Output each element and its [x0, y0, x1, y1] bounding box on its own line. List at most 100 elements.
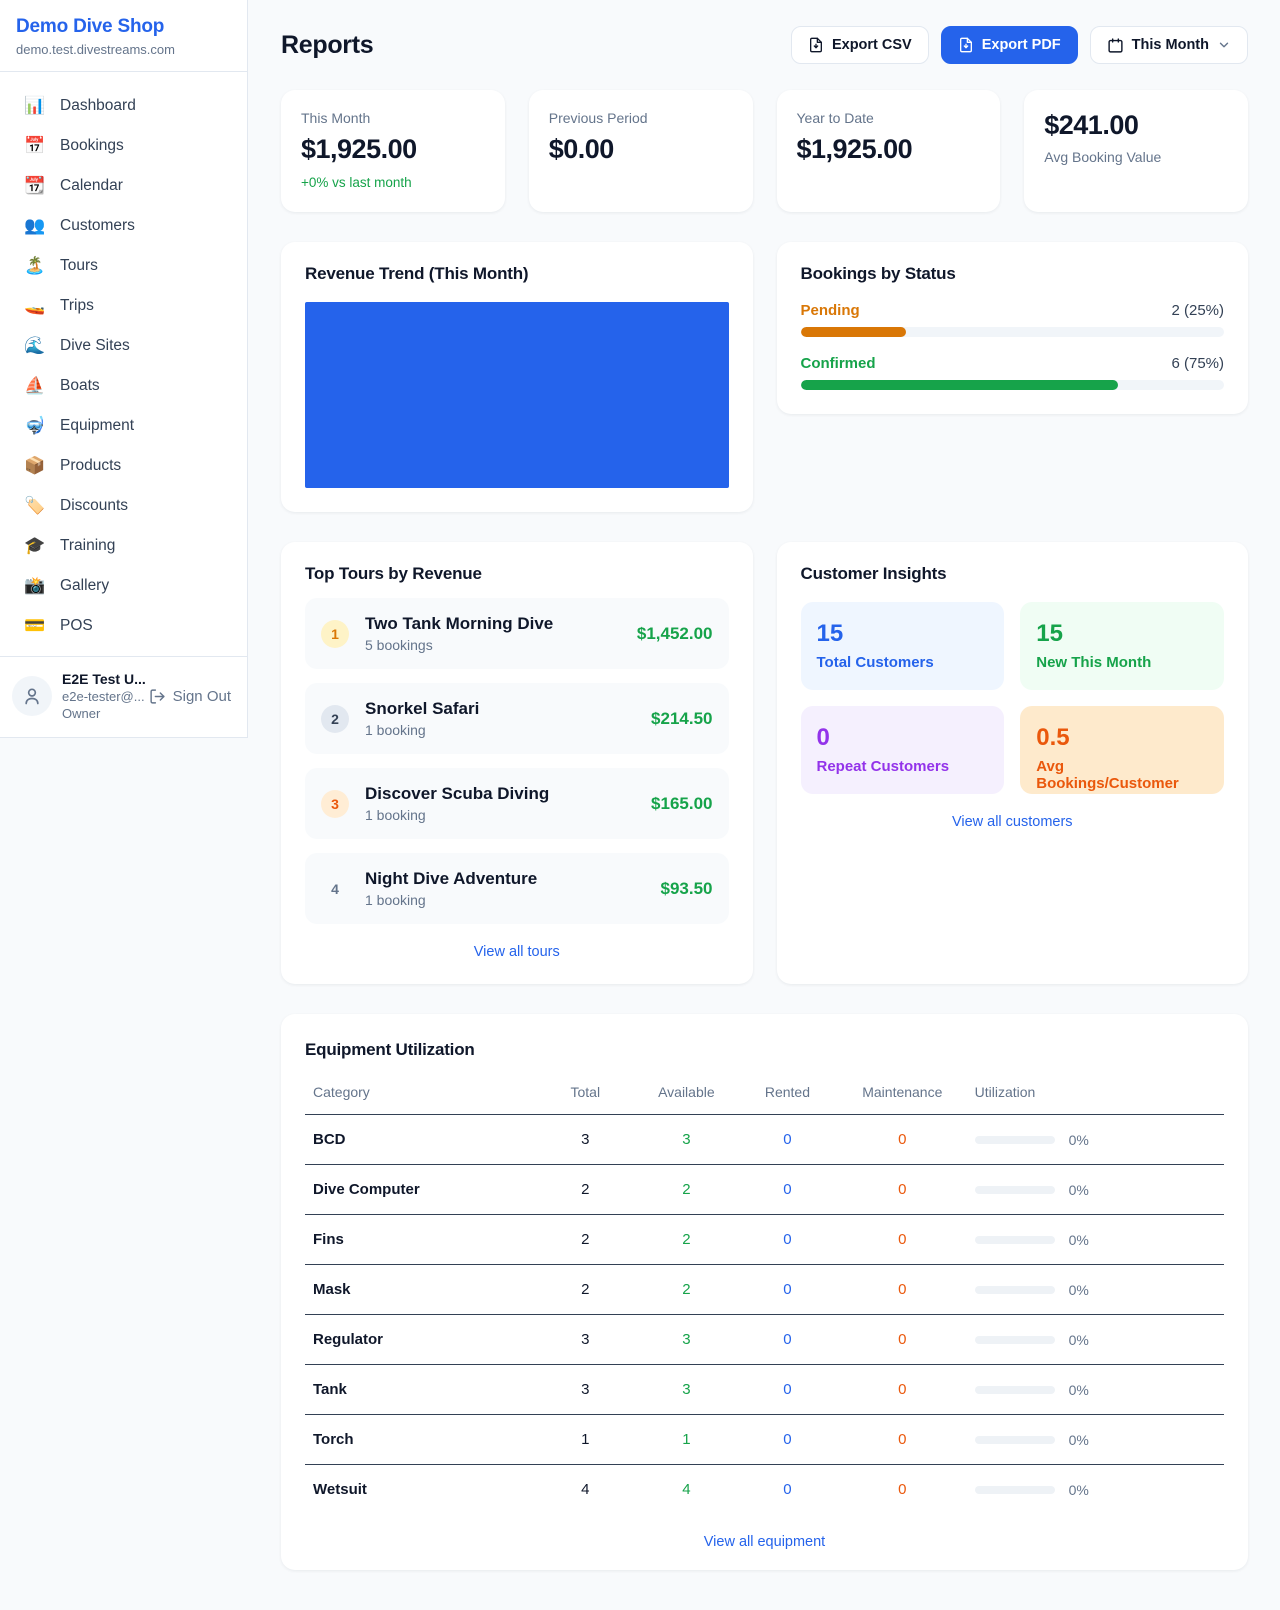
table-row: Regulator 3 3 0 0 0%	[305, 1314, 1224, 1365]
tour-revenue: $165.00	[651, 793, 713, 813]
main-content: Reports Export CSV Export PDF This Month…	[248, 0, 1280, 1602]
equipment-utilization-title: Equipment Utilization	[305, 1040, 475, 1059]
header-actions: Export CSV Export PDF This Month	[790, 26, 1248, 64]
status-label-pending: Pending	[800, 302, 860, 319]
view-all-customers-link[interactable]: View all customers	[951, 814, 1073, 830]
tile-value: 15	[1036, 620, 1063, 647]
sidebar-item-products[interactable]: 📦 Products	[0, 446, 247, 486]
brand-name: Demo Dive Shop	[16, 16, 165, 37]
tag-icon: 🏷️	[24, 496, 46, 515]
stat-card-year-to-date: Year to Date $1,925.00	[776, 90, 1001, 212]
sidebar-item-calendar[interactable]: 📆 Calendar	[0, 166, 247, 206]
tour-row: 1 Two Tank Morning Dive 5 bookings $1,45…	[305, 598, 729, 669]
cell-category: BCD	[305, 1114, 535, 1165]
rank-badge: 3	[321, 789, 349, 818]
utilization-meter: 0%	[974, 1132, 1216, 1148]
speedboat-icon: 🚤	[24, 296, 46, 315]
status-count-pending: 2 (25%)	[1171, 302, 1224, 319]
cell-available: 2	[635, 1264, 737, 1315]
brand-domain: demo.test.divestreams.com	[16, 42, 175, 57]
cell-rented: 0	[736, 1164, 838, 1215]
sidebar-item-trips[interactable]: 🚤 Trips	[0, 286, 247, 326]
utilization-meter: 0%	[974, 1182, 1216, 1198]
stat-card-previous-period: Previous Period $0.00	[528, 90, 753, 212]
period-label: This Month	[1131, 37, 1209, 53]
user-box: E2E Test U... e2e-tester@... Owner Sign …	[0, 656, 247, 737]
sidebar-item-customers[interactable]: 👥 Customers	[0, 206, 247, 246]
sign-out-button[interactable]: Sign Out	[149, 688, 231, 705]
utilization-percent: 0%	[1068, 1281, 1089, 1298]
equipment-table: Category Total Available Rented Maintena…	[305, 1074, 1224, 1514]
stat-label: Previous Period	[548, 110, 648, 126]
cell-total: 2	[534, 1214, 636, 1265]
sidebar-item-label: Bookings	[60, 137, 124, 154]
charts-row: Revenue Trend (This Month) Bookings by S…	[281, 242, 1248, 512]
sidebar-item-equipment[interactable]: 🤿 Equipment	[0, 406, 247, 446]
stat-delta: +0% vs last month	[301, 175, 412, 190]
user-meta: E2E Test U... e2e-tester@... Owner	[62, 671, 146, 721]
tour-row: 4 Night Dive Adventure 1 booking $93.50	[305, 853, 729, 924]
file-export-icon	[959, 37, 972, 53]
sidebar-item-gallery[interactable]: 📸 Gallery	[0, 566, 247, 606]
col-header-total: Total	[570, 1084, 601, 1100]
tour-revenue: $1,452.00	[636, 623, 713, 643]
stat-card-this-month: This Month $1,925.00 +0% vs last month	[281, 90, 505, 212]
sidebar-item-label: Dashboard	[60, 97, 136, 114]
top-tours-title: Top Tours by Revenue	[305, 564, 482, 583]
sidebar-item-bookings[interactable]: 📅 Bookings	[0, 126, 247, 166]
tour-revenue: $214.50	[651, 708, 713, 728]
sidebar-item-label: Customers	[60, 217, 135, 234]
col-header-rented: Rented	[764, 1084, 811, 1100]
cell-maintenance: 0	[837, 1364, 967, 1415]
view-all-tours-link[interactable]: View all tours	[473, 944, 560, 960]
cell-category: Wetsuit	[305, 1464, 535, 1514]
export-csv-button[interactable]: Export CSV	[790, 26, 929, 64]
sidebar-item-tours[interactable]: 🏝️ Tours	[0, 246, 247, 286]
tour-name: Night Dive Adventure	[365, 869, 538, 888]
utilization-meter: 0%	[974, 1281, 1216, 1298]
cell-rented: 0	[736, 1114, 838, 1165]
sidebar-item-training[interactable]: 🎓 Training	[0, 526, 247, 566]
status-count-confirmed: 6 (75%)	[1171, 355, 1224, 372]
cell-total: 3	[534, 1364, 636, 1415]
utilization-percent: 0%	[1068, 1231, 1089, 1248]
stat-label: Avg Booking Value	[1044, 149, 1162, 165]
sidebar-item-discounts[interactable]: 🏷️ Discounts	[0, 486, 247, 526]
page-title: Reports	[281, 30, 374, 59]
cell-category: Regulator	[305, 1314, 535, 1365]
cell-category: Mask	[305, 1264, 535, 1315]
stat-value: $241.00	[1044, 110, 1139, 140]
sign-out-icon	[150, 688, 165, 704]
view-all-equipment-link[interactable]: View all equipment	[703, 1534, 826, 1550]
utilization-percent: 0%	[1068, 1481, 1089, 1498]
sidebar-item-boats[interactable]: ⛵ Boats	[0, 366, 247, 406]
cell-rented: 0	[736, 1264, 838, 1315]
cell-total: 3	[534, 1314, 636, 1365]
tour-name: Two Tank Morning Dive	[365, 614, 554, 633]
insight-tiles: 15 Total Customers 15 New This Month 0 R…	[800, 602, 1224, 794]
sidebar-item-dive-sites[interactable]: 🌊 Dive Sites	[0, 326, 247, 366]
tile-label: Total Customers	[816, 654, 934, 671]
sidebar-item-dashboard[interactable]: 📊 Dashboard	[0, 86, 247, 126]
sidebar-item-label: Training	[60, 537, 116, 554]
sidebar-item-label: Calendar	[60, 177, 123, 194]
utilization-meter: 0%	[974, 1481, 1216, 1498]
calendar-icon: 📆	[24, 176, 46, 195]
cell-available: 3	[635, 1364, 737, 1415]
sidebar-item-label: Trips	[60, 297, 94, 314]
bookings-calendar-icon: 📅	[24, 136, 46, 155]
status-bar-track	[800, 327, 1224, 337]
period-dropdown[interactable]: This Month	[1089, 26, 1248, 64]
sidebar-item-pos[interactable]: 💳 POS	[0, 606, 247, 646]
sidebar: Demo Dive Shop demo.test.divestreams.com…	[0, 0, 248, 738]
cell-maintenance: 0	[837, 1214, 967, 1265]
tour-bookings: 1 booking	[365, 807, 426, 823]
brand: Demo Dive Shop demo.test.divestreams.com	[0, 0, 247, 72]
file-export-icon	[809, 37, 822, 53]
table-row: Tank 3 3 0 0 0%	[305, 1364, 1224, 1415]
utilization-meter: 0%	[974, 1382, 1216, 1398]
table-row: Mask 2 2 0 0 0%	[305, 1264, 1224, 1315]
chevron-down-icon	[1219, 42, 1229, 48]
camera-icon: 📸	[24, 576, 46, 595]
export-pdf-button[interactable]: Export PDF	[940, 26, 1078, 64]
